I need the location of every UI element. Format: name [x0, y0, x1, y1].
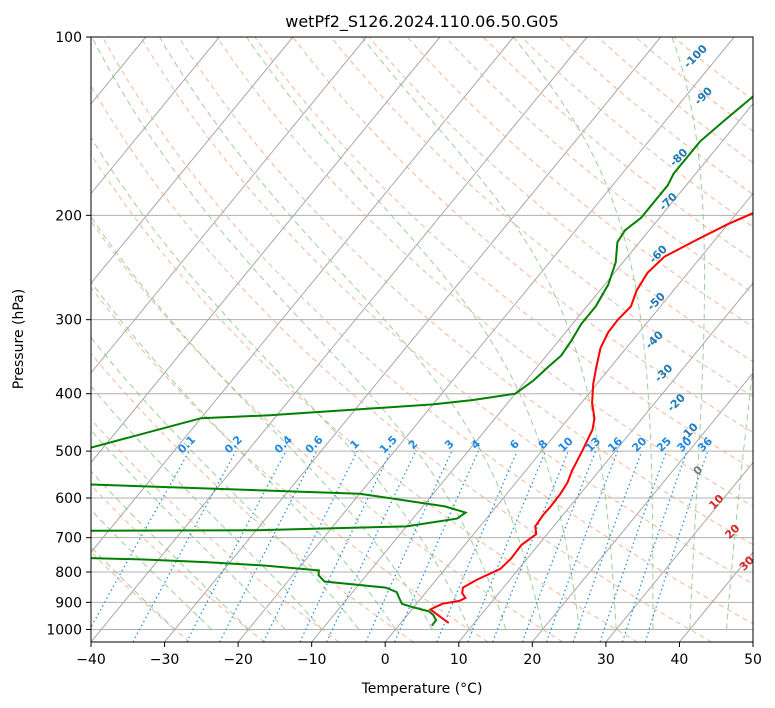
isotherm-line	[91, 37, 220, 195]
y-axis: 100 200 300 400 500 600 700 800 900 1000	[46, 30, 91, 638]
y-tick-label: 800	[55, 565, 82, 581]
y-tick-label: 300	[55, 313, 82, 329]
dry-adiabat-line	[91, 153, 638, 642]
dry-adiabat-line	[406, 37, 753, 328]
isotherm-line	[531, 372, 753, 642]
mixing-ratio-lines	[91, 450, 709, 642]
pressure-gridlines	[91, 37, 753, 630]
dry-adiabat-line	[91, 484, 265, 642]
moist-adiabat-line	[246, 37, 580, 630]
dry-adiabat-line	[91, 551, 191, 642]
x-tick-label: −30	[150, 652, 180, 668]
y-tick-label: 700	[55, 531, 82, 547]
mixing-ratio-line	[132, 450, 237, 642]
plot-frame	[90, 36, 754, 643]
isotherm-line	[237, 37, 735, 642]
isotherm-line	[91, 37, 588, 642]
dry-adiabat-line	[91, 286, 489, 642]
y-tick-label: 100	[55, 30, 82, 46]
moist-adiabat-line	[91, 336, 360, 630]
isotherm-line	[384, 192, 753, 642]
moist-adiabat-line	[361, 37, 617, 630]
isotherm-line	[91, 37, 441, 464]
mixing-ratio-line	[622, 450, 688, 642]
y-tick-label: 400	[55, 387, 82, 403]
dry-adiabat-line	[91, 84, 713, 642]
isotherm-line	[91, 37, 514, 554]
isotherm-line	[91, 37, 294, 284]
x-tick-label: −10	[297, 652, 327, 668]
x-tick-label: 40	[671, 652, 689, 668]
y-tick-label: 600	[55, 491, 82, 507]
moist-adiabat-line	[726, 362, 753, 630]
moist-adiabat-line	[91, 546, 176, 630]
mixing-ratio-line	[326, 450, 417, 642]
moist-adiabat-line	[513, 37, 654, 630]
dry-adiabat-line	[178, 37, 753, 546]
y-tick-label: 1000	[46, 622, 82, 638]
x-axis-label: Temperature (°C)	[361, 681, 483, 697]
dry-adiabat-line	[292, 37, 753, 434]
isotherm-line	[164, 37, 662, 642]
y-tick-label: 900	[55, 595, 82, 611]
moist-adiabat-line	[91, 37, 507, 630]
moist-adiabat-line	[159, 37, 544, 630]
x-tick-label: 50	[744, 652, 762, 668]
series-temperature-line	[428, 212, 753, 624]
dry-adiabat-line	[216, 37, 753, 508]
moist-adiabat-line	[91, 509, 212, 630]
mixing-ratio-line	[599, 450, 668, 642]
x-axis: −40 −30 −20 −10 0 10 20 30 40 50	[76, 642, 762, 668]
isotherm-line	[458, 282, 753, 642]
mixing-ratio-line	[644, 450, 709, 642]
isotherm-line	[91, 37, 367, 374]
dry-adiabat-lines	[91, 37, 753, 642]
x-tick-label: −40	[76, 652, 106, 668]
dry-adiabat-line	[102, 37, 753, 625]
mixing-ratio-line	[492, 450, 569, 642]
x-tick-label: 20	[523, 652, 541, 668]
y-tick-label: 200	[55, 208, 82, 224]
y-axis-label: Pressure (hPa)	[11, 289, 27, 389]
moist-adiabat-line	[91, 136, 470, 630]
chart-title: wetPf2_S126.2024.110.06.50.G05	[285, 12, 559, 32]
moist-adiabat-lines	[91, 37, 753, 630]
moist-adiabat-line	[91, 385, 323, 630]
dry-adiabat-line	[91, 220, 563, 642]
isotherm-lines	[91, 37, 753, 642]
mixing-ratio-line	[262, 450, 358, 642]
dry-adiabat-line	[140, 37, 753, 585]
x-tick-label: 30	[597, 652, 615, 668]
x-tick-label: 0	[381, 652, 390, 668]
series-dewpoint-line	[91, 95, 753, 627]
isotherm-line	[605, 461, 753, 642]
dry-adiabat-line	[91, 352, 414, 642]
moist-adiabat-line	[671, 37, 706, 630]
dry-adiabat-line	[368, 37, 753, 363]
x-tick-label: −20	[223, 652, 253, 668]
mixing-ratio-line	[521, 450, 597, 642]
moist-adiabat-line	[91, 281, 396, 630]
y-tick-label: 500	[55, 444, 82, 460]
moist-adiabat-line	[91, 215, 433, 630]
x-tick-label: 10	[450, 652, 468, 668]
